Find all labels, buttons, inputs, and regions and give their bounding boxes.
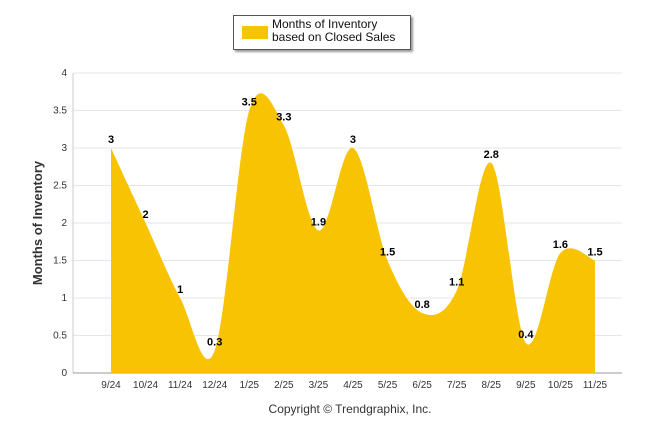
- y-tick-label: 2.5: [53, 181, 67, 192]
- y-tick-label: 4: [61, 68, 67, 79]
- x-tick-label: 6/25: [412, 380, 432, 391]
- legend-label: Months of Inventory based on Closed Sale…: [272, 17, 396, 44]
- data-label: 3: [108, 134, 114, 146]
- data-labels: 3 2 1 0.3 3.5 3.3 1.9 3 1.5 0.8 1.1 2.8 0.4 1.6 1.5: [108, 97, 603, 349]
- data-label: 2: [143, 209, 149, 221]
- data-label: 0.3: [207, 337, 222, 349]
- data-label: 1: [177, 284, 183, 296]
- data-label: 3.3: [276, 112, 291, 124]
- x-tick-label: 11/25: [583, 380, 608, 391]
- y-tick-label: 0.5: [53, 331, 67, 342]
- x-tick-label: 1/25: [240, 380, 260, 391]
- x-tick-label: 7/25: [447, 380, 467, 391]
- x-tick-label: 11/24: [168, 380, 193, 391]
- y-tick-label: 3.5: [53, 106, 67, 117]
- y-tick-label: 0: [61, 368, 67, 379]
- data-label: 0.8: [414, 299, 429, 311]
- x-tick-label: 8/25: [482, 380, 502, 391]
- x-tick-label: 9/24: [101, 380, 121, 391]
- data-label: 2.8: [484, 149, 499, 161]
- x-tick-label: 2/25: [274, 380, 294, 391]
- x-tick-label: 9/25: [516, 380, 536, 391]
- data-label: 3.5: [242, 97, 257, 109]
- x-axis: 9/24 10/24 11/24 12/24 1/25 2/25 3/25 4/25 5/25 6…: [101, 380, 607, 391]
- legend[interactable]: Months of Inventory based on Closed Sale…: [233, 15, 411, 50]
- x-tick-label: 10/25: [548, 380, 573, 391]
- data-label: 1.1: [449, 277, 464, 289]
- y-tick-label: 1.5: [53, 256, 67, 267]
- legend-swatch: [242, 26, 268, 39]
- data-label: 1.6: [553, 239, 568, 251]
- data-label: 1.5: [587, 247, 602, 259]
- copyright-credit: Copyright © Trendgraphix, Inc.: [268, 402, 432, 416]
- x-tick-label: 12/24: [202, 380, 227, 391]
- data-label: 1.9: [311, 217, 326, 229]
- y-tick-label: 3: [61, 143, 67, 154]
- area-series: [111, 93, 595, 374]
- y-axis-label: Months of Inventory: [30, 160, 45, 285]
- data-label: 1.5: [380, 247, 395, 259]
- x-tick-label: 4/25: [343, 380, 363, 391]
- data-label: 3: [350, 134, 356, 146]
- x-tick-label: 10/24: [133, 380, 158, 391]
- data-label: 0.4: [518, 329, 534, 341]
- y-tick-label: 2: [61, 218, 67, 229]
- x-tick-label: 5/25: [378, 380, 398, 391]
- y-axis: 0 0.5 1 1.5 2 2.5 3 3.5 4: [53, 68, 67, 379]
- y-tick-label: 1: [61, 293, 67, 304]
- x-tick-label: 3/25: [309, 380, 329, 391]
